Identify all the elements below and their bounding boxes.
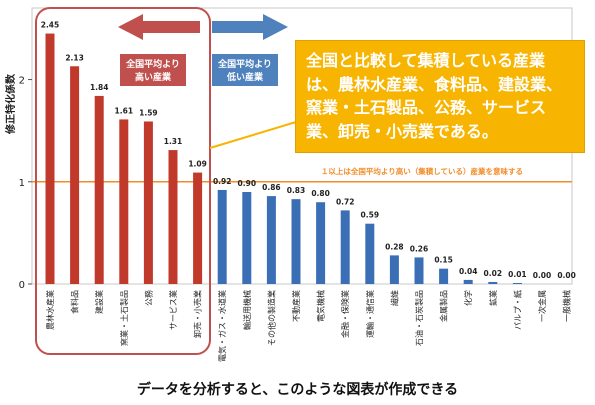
callout-connector [209,121,297,149]
bar-value-label: 0.00 [557,271,576,280]
category-label: 化学 [463,290,473,306]
arrow-left-label-box [120,54,186,86]
category-label: 窯業・土石製品 [119,290,129,346]
arrow-right-label-box [212,54,278,86]
category-label: 一次金属 [537,290,547,322]
bar [266,196,276,284]
category-label: サービス業 [168,290,178,330]
bar-value-label: 0.92 [213,177,232,186]
arrow-right-shape [212,14,288,40]
y-tick-label: 2 [19,76,25,87]
bar-value-label: 0.80 [311,189,330,198]
bar [217,189,227,284]
category-label: 石油・石炭製品 [414,290,424,346]
category-label: パルプ・紙 [512,290,522,330]
bar [512,282,522,284]
bar [119,119,129,284]
y-axis-title: 修正特化係数 [4,73,17,135]
bar-value-label: 0.26 [410,244,429,253]
bar-value-label: 0.83 [287,186,306,195]
bar [463,279,473,284]
bar-value-label: 0.01 [508,270,527,279]
bar-value-label: 2.13 [65,53,84,62]
bar-value-label: 1.59 [139,108,158,117]
category-label: 農林水産業 [45,290,55,330]
bar [389,255,399,284]
y-tick-label: 0 [19,280,25,291]
category-label: 金属製品 [439,290,449,322]
bar [70,66,80,285]
bar-value-label: 0.15 [434,256,453,265]
category-label: 不動産業 [291,290,301,322]
bar [414,257,424,284]
arrow-left-label-line: 高い産業 [135,71,172,83]
category-label: 電気機械 [316,290,326,322]
bar [291,199,301,284]
category-label: 食料品 [70,290,80,314]
category-label: 運輸・通信業 [365,290,375,338]
bar-value-label: 1.31 [164,137,183,146]
bar [488,281,498,284]
callout-box: 全国と比較して集積している産業は、農林水産業、食料品、建設業、窯業・土石製品、公… [295,40,585,153]
highlight-box [35,7,211,355]
category-label: 卸売・小売業 [193,290,203,338]
category-label: 電気・ガス・水道業 [217,290,227,362]
bar-value-label: 0.72 [336,197,355,206]
bar [340,210,350,284]
bar [45,33,55,284]
bar-value-label: 0.59 [361,211,380,220]
bar [168,150,178,284]
bar-value-label: 2.45 [41,21,60,30]
bar [439,268,449,284]
bar-value-label: 1.61 [115,106,134,115]
category-label: 金融・保険業 [340,290,350,338]
bar [365,223,375,284]
reference-line-label: １以上は全国平均より高い（集積している）産業を意味する [321,166,523,176]
bar-value-label: 0.00 [533,271,552,280]
bar-value-label: 0.90 [238,179,257,188]
arrow-right-label-line: 低い産業 [226,71,264,83]
category-label: 鉱業 [488,290,498,306]
bar-value-label: 0.02 [484,269,503,278]
category-label: 公務 [143,290,153,306]
bar-value-label: 1.84 [90,83,109,92]
category-label: 繊維 [389,290,399,306]
bar-value-label: 0.28 [385,242,404,251]
bar [193,172,203,284]
bar-value-label: 0.86 [262,183,281,192]
arrow-left-label-line: 全国平均より [125,58,180,70]
bar [242,192,252,284]
category-label: その他の製造業 [266,290,276,346]
arrow-left-shape [118,14,200,40]
y-tick-label: 1 [19,178,25,189]
bar [143,121,153,284]
bar [316,202,326,284]
footer-caption: データを分析すると、このような図表が作成できる [136,382,459,398]
bar-value-label: 1.09 [188,160,207,169]
bar [94,95,104,285]
category-label: 一般機械 [562,290,572,322]
category-label: 輸送用機械 [242,290,252,330]
bar-value-label: 0.04 [459,267,478,276]
category-label: 建設業 [94,290,104,314]
arrow-right-label-line: 全国平均より [217,58,272,70]
